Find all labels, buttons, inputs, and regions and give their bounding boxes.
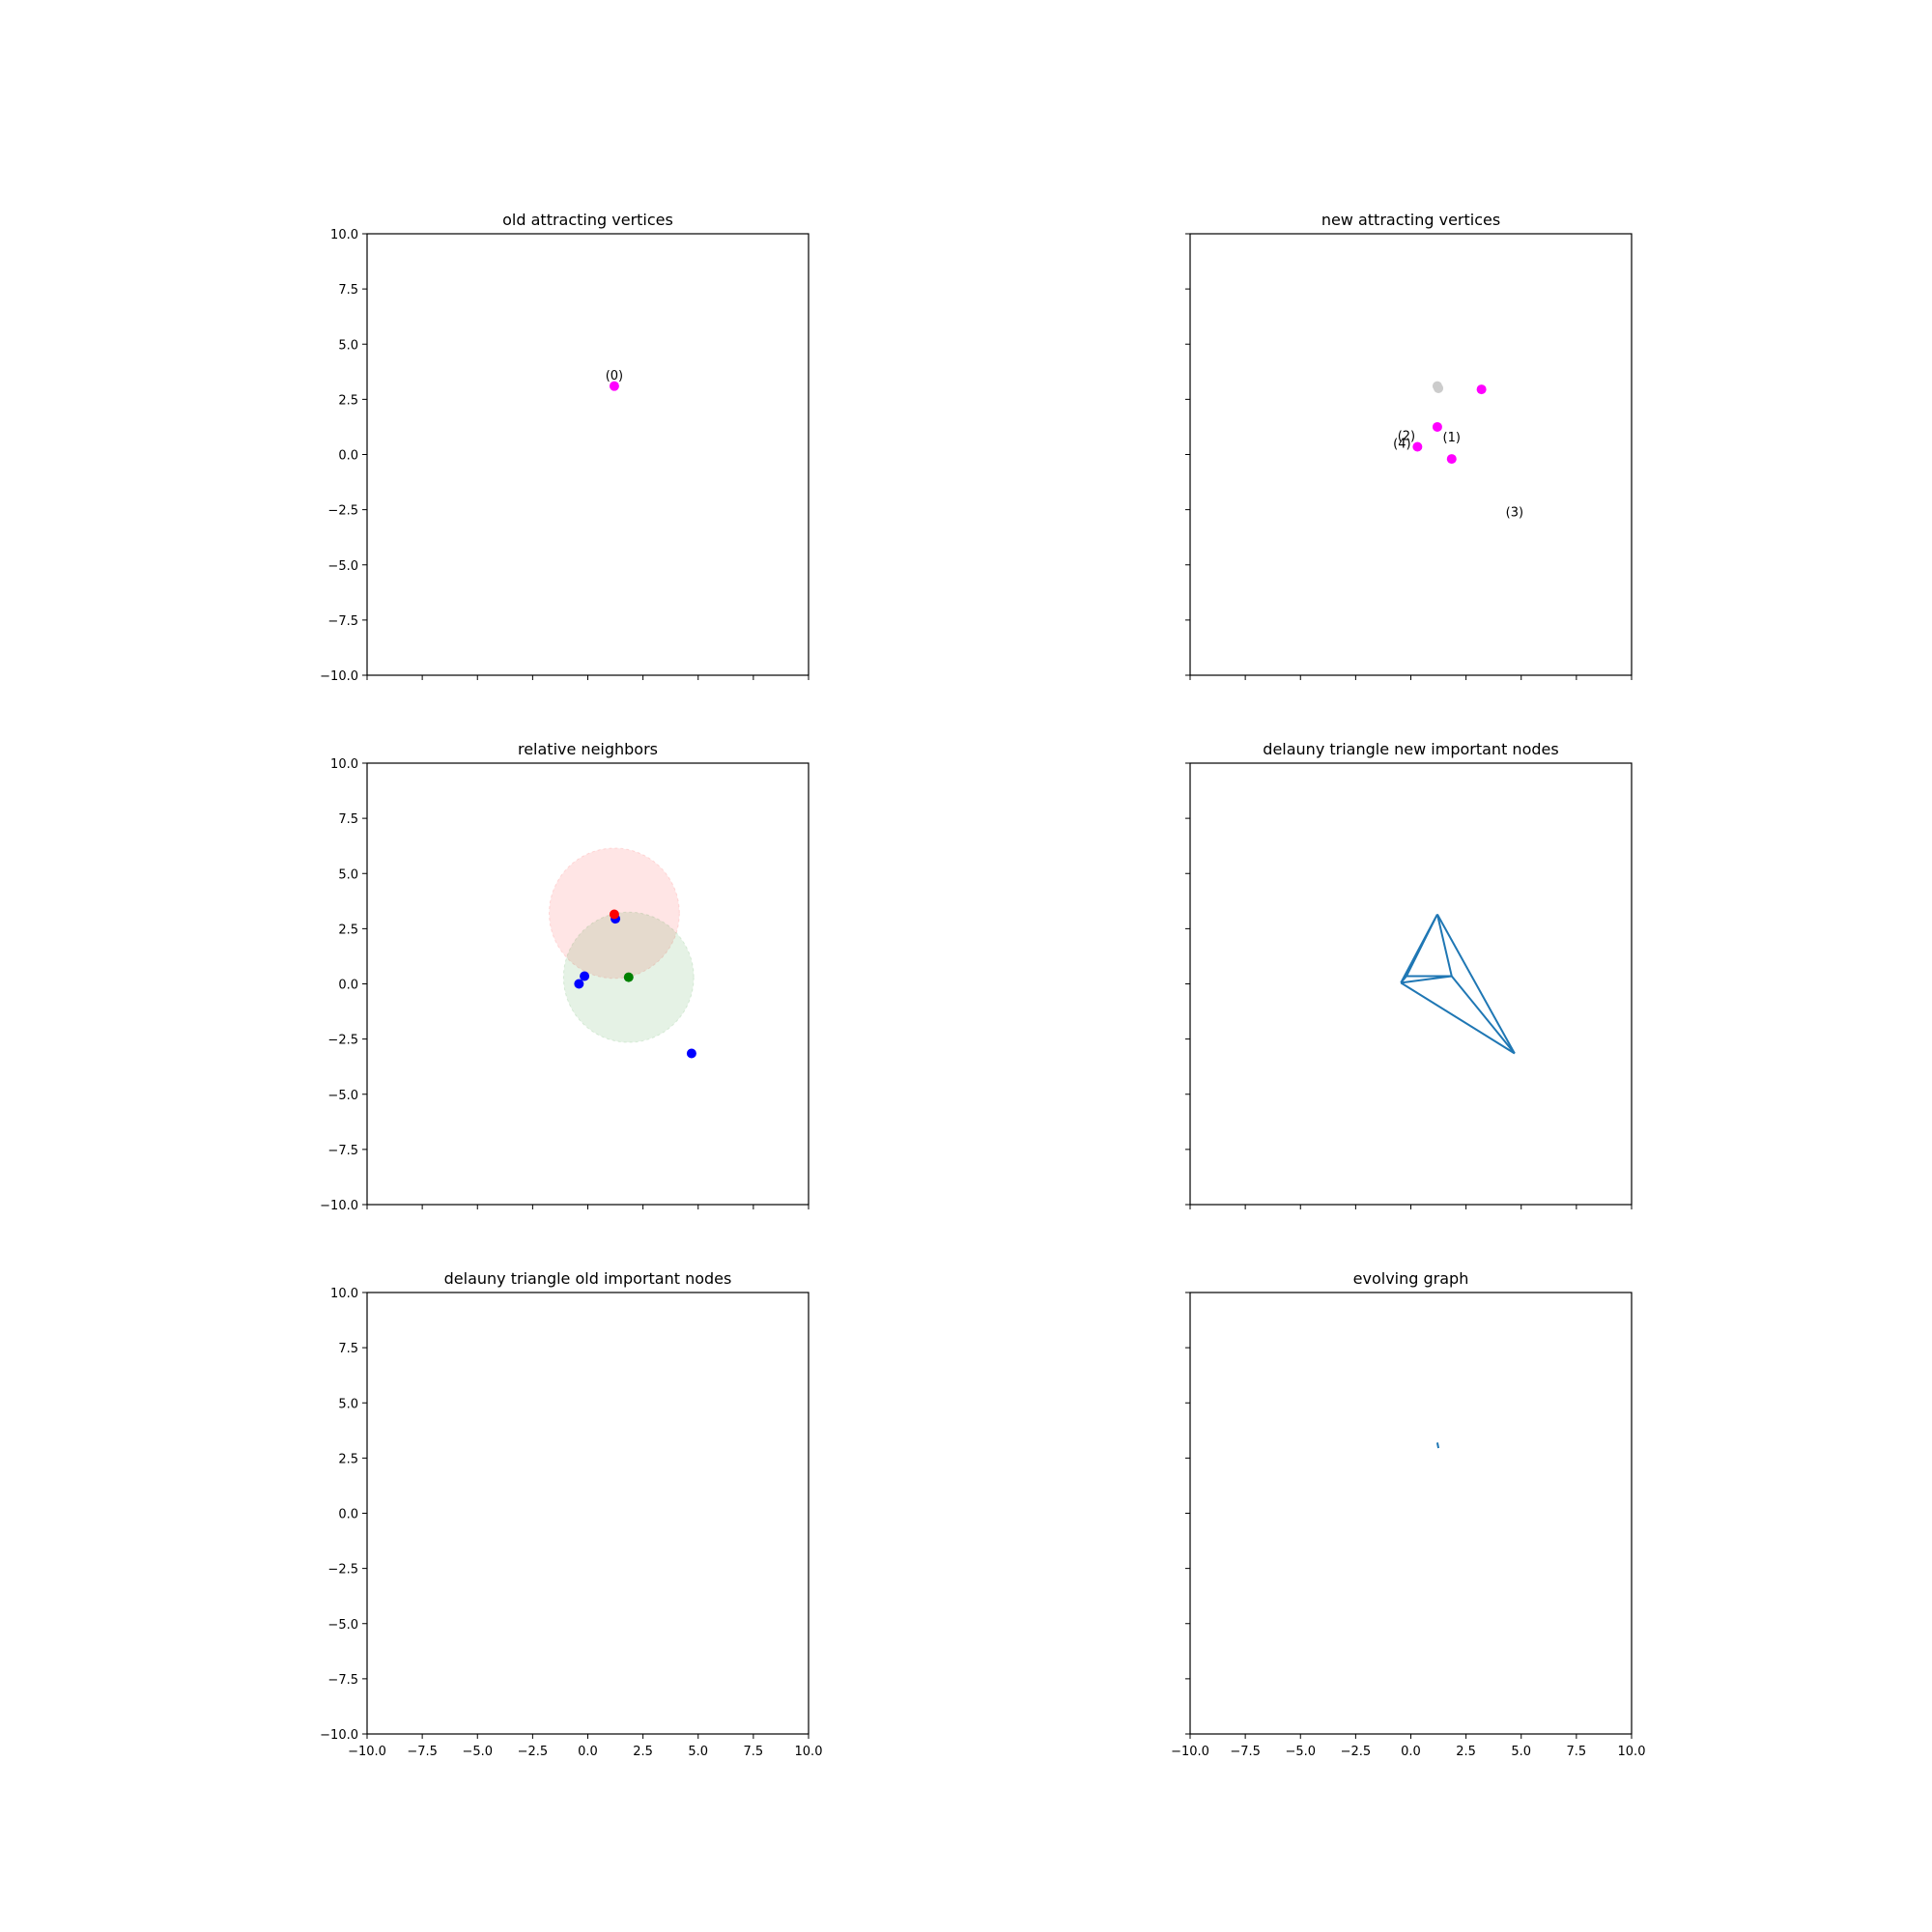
point-label: (1) <box>1443 431 1461 445</box>
data-point <box>580 971 590 981</box>
y-tick-label: −10.0 <box>320 1728 358 1743</box>
y-tick-label: −5.0 <box>327 1089 358 1103</box>
panel-title: relative neighbors <box>518 740 658 758</box>
panel-title: old attracting vertices <box>502 211 673 229</box>
x-tick-label: −2.5 <box>518 1745 549 1759</box>
graph-edge <box>1436 914 1516 1054</box>
y-tick-label: 10.0 <box>330 1287 358 1301</box>
x-tick-label: 0.0 <box>1401 1745 1421 1759</box>
y-tick-label: −7.5 <box>327 614 358 629</box>
data-point <box>686 1048 696 1059</box>
x-tick-label: 5.0 <box>1511 1745 1531 1759</box>
y-tick-label: 2.5 <box>338 923 358 937</box>
data-point <box>1476 384 1487 395</box>
y-tick-label: −2.5 <box>327 1563 358 1577</box>
graph-edge <box>1435 914 1453 977</box>
x-tick-label: −7.5 <box>1230 1745 1261 1759</box>
y-tick-label: −5.0 <box>327 1618 358 1633</box>
axes-frame <box>1189 233 1633 676</box>
y-tick-label: −7.5 <box>327 1144 358 1158</box>
y-tick-label: 10.0 <box>330 757 358 772</box>
data-point <box>574 979 584 989</box>
data-point <box>1412 441 1423 452</box>
point-label: (4) <box>1393 438 1410 452</box>
y-tick-label: 5.0 <box>338 867 358 882</box>
x-tick-label: −2.5 <box>1341 1745 1372 1759</box>
y-tick-label: 2.5 <box>338 393 358 408</box>
axes-frame <box>1189 1292 1633 1735</box>
y-tick-label: −10.0 <box>320 669 358 684</box>
point-label: (0) <box>606 369 623 384</box>
data-point <box>623 972 634 982</box>
y-tick-label: −2.5 <box>327 1034 358 1048</box>
panel-5: delauny triangle old important nodes −10.… <box>320 1269 822 1759</box>
data-point <box>1446 454 1457 465</box>
axes-frame <box>1189 762 1633 1206</box>
panel-4: delauny triangle new important nodes <box>1185 740 1633 1209</box>
panel-title: delauny triangle new important nodes <box>1263 740 1558 758</box>
x-tick-label: 2.5 <box>1456 1745 1476 1759</box>
panel-title: evolving graph <box>1353 1269 1469 1288</box>
panel-6: evolving graph −10.0 −7.5 −5.0 −2.5 0.0 2.5 5.0… <box>1171 1269 1645 1759</box>
axes-frame <box>366 233 810 676</box>
y-tick-label: 5.0 <box>338 1397 358 1411</box>
panel-title: new attracting vertices <box>1321 211 1500 229</box>
graph-edge <box>1401 975 1452 984</box>
graph-edge <box>1406 918 1436 977</box>
axes-frame <box>366 1292 810 1735</box>
y-tick-label: −10.0 <box>320 1199 358 1213</box>
x-tick-label: −7.5 <box>407 1745 438 1759</box>
y-tick-label: 0.0 <box>338 979 358 993</box>
y-tick-label: 5.0 <box>338 338 358 353</box>
y-tick-label: 7.5 <box>338 283 358 298</box>
panel-2: new attracting vertices (2)(4) (1) (3) <box>1185 211 1633 680</box>
graph-edge <box>1435 1442 1440 1449</box>
y-tick-label: −7.5 <box>327 1673 358 1688</box>
y-tick-label: −5.0 <box>327 559 358 574</box>
data-point <box>609 909 619 920</box>
x-tick-label: 0.0 <box>578 1745 598 1759</box>
x-tick-label: 7.5 <box>1567 1745 1587 1759</box>
y-tick-label: 10.0 <box>330 228 358 242</box>
graph-edge <box>1450 975 1516 1055</box>
panel-3: relative neighbors −10.0 −7.5 −5.0 −2.5 0.0 2.… <box>320 740 810 1213</box>
data-point <box>1432 421 1442 432</box>
x-tick-label: −5.0 <box>462 1745 493 1759</box>
graph-edge <box>1400 981 1516 1055</box>
x-tick-label: 5.0 <box>688 1745 708 1759</box>
point-label: (3) <box>1506 505 1523 520</box>
graph-edge <box>1400 975 1407 983</box>
y-tick-label: 7.5 <box>338 1342 358 1356</box>
data-point <box>609 381 619 391</box>
point-label: (2) <box>1398 430 1415 444</box>
x-tick-label: 10.0 <box>1618 1745 1646 1759</box>
x-tick-label: −10.0 <box>348 1745 386 1759</box>
x-tick-label: 10.0 <box>795 1745 823 1759</box>
x-tick-label: 2.5 <box>633 1745 653 1759</box>
x-tick-label: −5.0 <box>1285 1745 1316 1759</box>
panel-1: old attracting vertices (0) −10.0 −7.5 −5.0 −… <box>320 211 810 684</box>
panel-title: delauny triangle old important nodes <box>444 1269 732 1288</box>
y-tick-label: −2.5 <box>327 504 358 519</box>
x-tick-label: −10.0 <box>1171 1745 1209 1759</box>
y-tick-label: 0.0 <box>338 449 358 464</box>
y-tick-label: 0.0 <box>338 1508 358 1522</box>
data-point <box>1434 383 1444 393</box>
y-tick-label: 2.5 <box>338 1452 358 1466</box>
x-tick-label: 7.5 <box>744 1745 764 1759</box>
y-tick-label: 7.5 <box>338 812 358 827</box>
